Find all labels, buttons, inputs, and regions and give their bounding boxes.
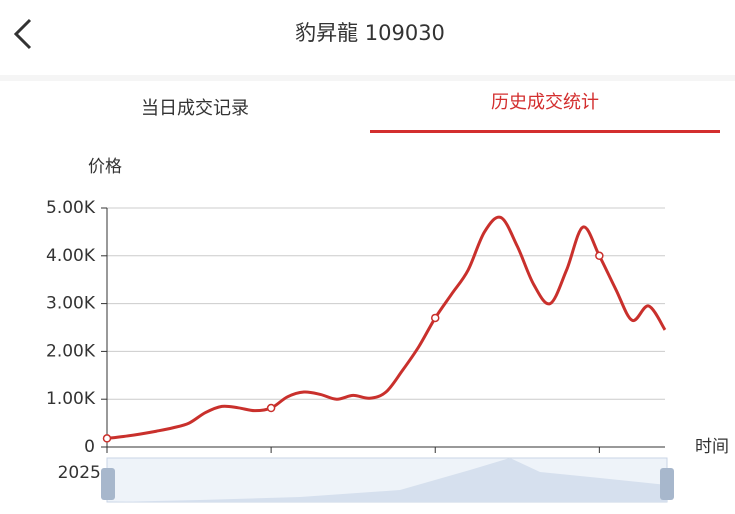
- y-tick-label: 5.00K: [46, 198, 96, 218]
- y-tick-label: 4.00K: [46, 246, 96, 266]
- point-marker: [102, 434, 112, 443]
- price-line: [106, 215, 667, 440]
- data-zoom[interactable]: [101, 457, 674, 503]
- chart: 价格时间01.00K2.00K3.00K4.00K5.00K2025-11-04…: [46, 157, 729, 483]
- y-tick-label: 1.00K: [46, 389, 96, 409]
- back-button[interactable]: [13, 18, 32, 50]
- page-title: 豹昇龍 109030: [295, 21, 445, 45]
- tab-active[interactable]: 历史成交统计: [491, 92, 599, 113]
- y-tick-label: 2.00K: [46, 341, 96, 361]
- header-bar: [0, 0, 735, 75]
- y-axis-title: 价格: [88, 157, 122, 177]
- divider: [0, 75, 735, 81]
- point-marker: [595, 251, 604, 261]
- tab[interactable]: 当日成交记录: [141, 98, 249, 119]
- x-axis-title: 时间: [695, 437, 729, 457]
- point-marker: [430, 313, 440, 323]
- tab-underline: [370, 130, 720, 133]
- y-tick-label: 0: [84, 437, 95, 457]
- y-tick-label: 3.00K: [46, 294, 96, 314]
- point-marker: [266, 403, 276, 413]
